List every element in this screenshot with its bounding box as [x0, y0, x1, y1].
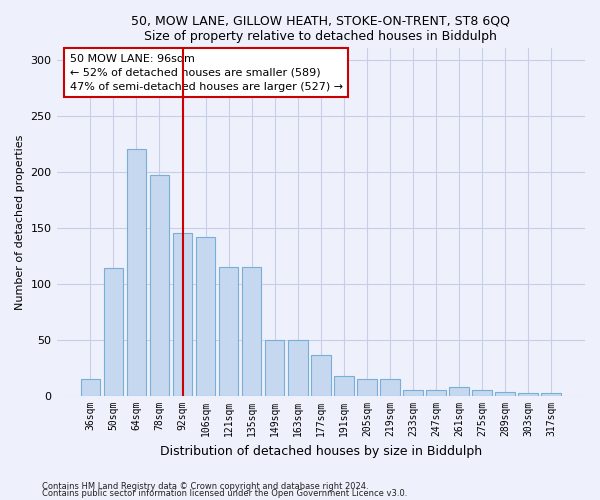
Bar [518, 392, 538, 396]
Bar [173, 234, 193, 396]
Bar [496, 392, 515, 396]
Bar [127, 150, 146, 396]
Bar [219, 267, 238, 396]
Text: Contains public sector information licensed under the Open Government Licence v3: Contains public sector information licen… [42, 490, 407, 498]
Bar [196, 237, 215, 396]
X-axis label: Distribution of detached houses by size in Biddulph: Distribution of detached houses by size … [160, 444, 482, 458]
Bar [265, 340, 284, 396]
Y-axis label: Number of detached properties: Number of detached properties [15, 134, 25, 310]
Bar [426, 390, 446, 396]
Bar [80, 379, 100, 396]
Bar [357, 379, 377, 396]
Title: 50, MOW LANE, GILLOW HEATH, STOKE-ON-TRENT, ST8 6QQ
Size of property relative to: 50, MOW LANE, GILLOW HEATH, STOKE-ON-TRE… [131, 15, 510, 43]
Bar [149, 175, 169, 396]
Text: 50 MOW LANE: 96sqm
← 52% of detached houses are smaller (589)
47% of semi-detach: 50 MOW LANE: 96sqm ← 52% of detached hou… [70, 54, 343, 92]
Bar [334, 376, 353, 396]
Bar [104, 268, 123, 396]
Bar [242, 267, 262, 396]
Bar [472, 390, 492, 396]
Bar [288, 340, 308, 396]
Bar [380, 379, 400, 396]
Text: Contains HM Land Registry data © Crown copyright and database right 2024.: Contains HM Land Registry data © Crown c… [42, 482, 368, 491]
Bar [311, 354, 331, 396]
Bar [541, 392, 561, 396]
Bar [403, 390, 423, 396]
Bar [449, 387, 469, 396]
